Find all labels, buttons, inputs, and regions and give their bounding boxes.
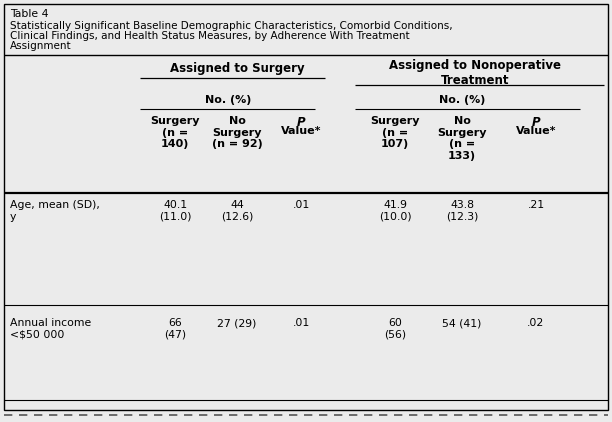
Text: 27 (29): 27 (29) bbox=[217, 318, 256, 328]
Text: .21: .21 bbox=[528, 200, 545, 210]
Text: 44
(12.6): 44 (12.6) bbox=[221, 200, 253, 222]
Text: 54 (41): 54 (41) bbox=[442, 318, 482, 328]
Text: .02: .02 bbox=[528, 318, 545, 328]
Text: Annual income
<$50 000: Annual income <$50 000 bbox=[10, 318, 91, 340]
Text: Statistically Significant Baseline Demographic Characteristics, Comorbid Conditi: Statistically Significant Baseline Demog… bbox=[10, 21, 453, 31]
Text: Table 4: Table 4 bbox=[10, 9, 48, 19]
Text: No
Surgery
(n =
133): No Surgery (n = 133) bbox=[437, 116, 487, 161]
Text: Value*: Value* bbox=[516, 126, 556, 136]
Text: Assigned to Surgery: Assigned to Surgery bbox=[170, 62, 304, 75]
Text: No. (%): No. (%) bbox=[439, 95, 485, 105]
Text: .01: .01 bbox=[293, 200, 310, 210]
Text: 43.8
(12.3): 43.8 (12.3) bbox=[446, 200, 478, 222]
Text: Age, mean (SD),
y: Age, mean (SD), y bbox=[10, 200, 100, 222]
Text: 41.9
(10.0): 41.9 (10.0) bbox=[379, 200, 411, 222]
Text: No
Surgery
(n = 92): No Surgery (n = 92) bbox=[212, 116, 263, 149]
Text: Assignment: Assignment bbox=[10, 41, 72, 51]
Text: 40.1
(11.0): 40.1 (11.0) bbox=[159, 200, 191, 222]
Text: Assigned to Nonoperative
Treatment: Assigned to Nonoperative Treatment bbox=[389, 59, 561, 87]
Text: .01: .01 bbox=[293, 318, 310, 328]
Text: Clinical Findings, and Health Status Measures, by Adherence With Treatment: Clinical Findings, and Health Status Mea… bbox=[10, 31, 409, 41]
Text: No. (%): No. (%) bbox=[205, 95, 251, 105]
Text: Value*: Value* bbox=[281, 126, 321, 136]
Text: Surgery
(n =
140): Surgery (n = 140) bbox=[151, 116, 200, 149]
Text: P: P bbox=[297, 116, 305, 129]
Text: Surgery
(n =
107): Surgery (n = 107) bbox=[370, 116, 420, 149]
Text: 66
(47): 66 (47) bbox=[164, 318, 186, 340]
Text: 60
(56): 60 (56) bbox=[384, 318, 406, 340]
Text: P: P bbox=[532, 116, 540, 129]
